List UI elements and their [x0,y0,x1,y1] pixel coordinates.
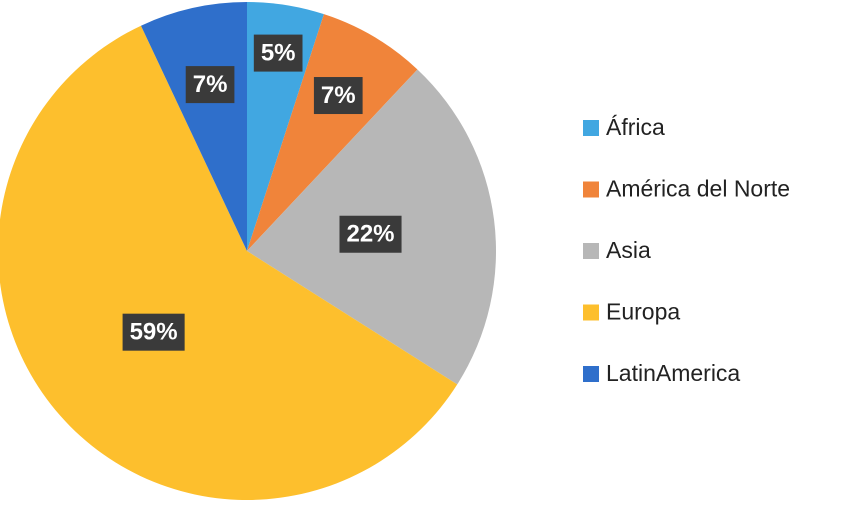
pie-slice [0,25,458,500]
legend-label: América del Norte [606,176,790,202]
legend-label: Asia [606,237,651,263]
value-label-group: 22% [339,215,402,253]
value-label: 7% [321,82,356,109]
value-label: 7% [193,71,228,98]
value-label: 22% [346,221,394,248]
value-label-box [339,215,402,253]
legend-swatch [583,243,599,259]
value-label: 59% [130,319,178,346]
pie-slice [140,2,247,251]
legend-label: Europa [606,299,680,325]
value-label-box [122,313,185,351]
value-label-box [313,77,363,115]
value-label-box [253,34,303,72]
pie-slice [247,14,418,252]
legend-label: África [606,114,665,140]
legend-label: LatinAmerica [606,360,740,386]
legend-swatch [583,304,599,321]
value-label: 5% [261,40,296,67]
value-label-group: 5% [253,34,303,72]
legend-swatch [583,366,599,382]
value-label-group: 7% [185,66,235,104]
legend-swatch [583,120,599,136]
value-label-group: 59% [122,313,185,351]
value-label-box [185,66,235,104]
value-label-group: 7% [313,77,363,115]
legend-swatch [583,181,599,198]
